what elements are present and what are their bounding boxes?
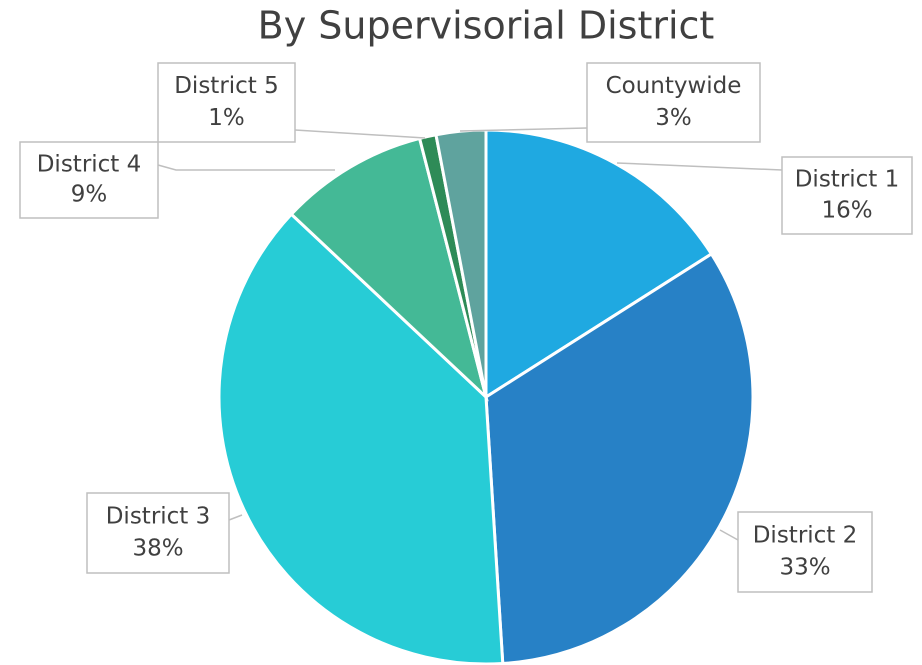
leader-line xyxy=(719,529,739,541)
pie-slice xyxy=(484,128,714,400)
label-box xyxy=(737,511,873,593)
label-category: District 2 xyxy=(753,523,858,549)
label-box xyxy=(86,492,230,574)
label-category: District 1 xyxy=(795,167,900,193)
pie-slice xyxy=(217,212,505,665)
pie xyxy=(217,128,755,665)
label-category: District 5 xyxy=(174,73,279,99)
leader-line xyxy=(616,162,783,171)
label-value: 3% xyxy=(655,105,692,131)
chart-title: By Supervisorial District xyxy=(258,4,715,48)
label-box xyxy=(781,156,913,235)
label-value: 16% xyxy=(821,197,872,223)
leader-line xyxy=(459,127,588,132)
label-box xyxy=(19,141,159,219)
label-value: 1% xyxy=(208,105,245,131)
label-box xyxy=(586,62,761,143)
label-value: 38% xyxy=(132,536,183,562)
label-box xyxy=(157,62,296,143)
labels: District 1 16% District 2 33% District 3 38% D… xyxy=(19,62,913,593)
pie-slice xyxy=(484,251,755,665)
label-category: Countywide xyxy=(606,73,742,99)
leader-line xyxy=(157,164,335,171)
leader-line xyxy=(294,129,426,139)
label-value: 33% xyxy=(779,555,830,581)
label-value: 9% xyxy=(71,182,108,208)
label-category: District 3 xyxy=(106,504,211,530)
pie-slice xyxy=(289,136,489,402)
leader-line xyxy=(228,514,243,521)
label-category: District 4 xyxy=(37,151,142,177)
